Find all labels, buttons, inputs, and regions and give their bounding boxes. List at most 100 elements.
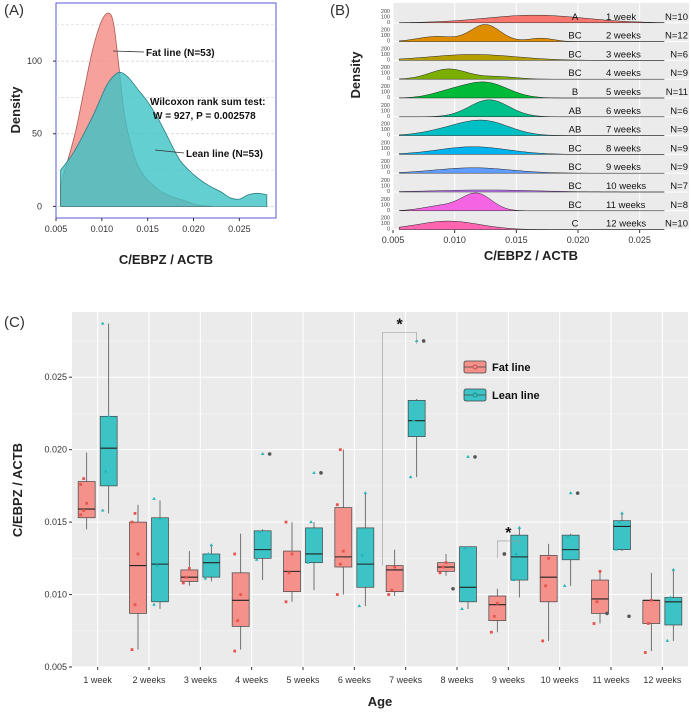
ridge-density — [398, 81, 665, 99]
panel-c-y-tick-label: 0.020 — [44, 445, 67, 455]
ridge-y-tick: 100 — [381, 14, 390, 20]
data-point — [341, 549, 345, 553]
data-point — [444, 561, 448, 565]
ridge-y-tick: 200 — [381, 65, 390, 71]
data-point — [152, 496, 156, 500]
data-point — [152, 602, 156, 606]
ridge-age-label: 12 weeks — [606, 219, 646, 230]
panel-a-x-tick-label: 0.015 — [136, 224, 159, 234]
density-lean — [60, 71, 268, 207]
ridge-y-tick: 100 — [381, 221, 390, 227]
lean-leader-line — [154, 149, 185, 154]
panel-c-x-ticks: 1 week 2 weeks 3 weeks 4 weeks 5 weeks 6 week… — [83, 667, 682, 685]
ridge-group-letter: AB — [569, 125, 582, 136]
ridge-y-tick: 0 — [387, 76, 390, 82]
lean-box-12 — [664, 567, 683, 642]
data-point — [357, 604, 362, 608]
box-body — [510, 534, 529, 581]
fat-box-8 — [437, 553, 455, 591]
ridge-y-tick: 0 — [387, 208, 390, 214]
data-point — [284, 520, 288, 524]
data-point — [562, 583, 567, 587]
data-point — [614, 547, 618, 551]
lean-box-4 — [253, 452, 272, 581]
lean-box-11 — [613, 511, 631, 619]
data-point — [85, 501, 89, 505]
data-point — [393, 565, 397, 569]
box-body — [561, 534, 580, 561]
data-point — [671, 567, 676, 571]
box-body — [642, 599, 661, 624]
panel-c-plot-area — [72, 312, 688, 667]
panel-a-y-tick-label: 0 — [37, 201, 42, 211]
lean-box-5 — [305, 470, 323, 591]
ridge-group-letter: BC — [568, 181, 581, 192]
data-point — [363, 491, 368, 495]
data-point — [106, 414, 111, 418]
panel-b-x-tick-label: 0.020 — [567, 235, 590, 245]
significance-brackets: ** — [382, 316, 520, 566]
panel-a: (A) 0.005 0.010 0.015 0.020 0.025 0 50 100 Fat… — [4, 2, 277, 267]
ridge-density — [398, 146, 665, 155]
panel-b-x-title: C/EBPZ / ACTB — [484, 248, 578, 263]
ridge-n-label: N=9 — [670, 162, 688, 173]
ridge-y-tick: 200 — [381, 103, 390, 109]
data-point — [595, 600, 599, 604]
ridge-n-label: N=9 — [670, 143, 688, 154]
ridge-n-label: N=6 — [670, 106, 688, 117]
ridge-y-tick: 200 — [381, 178, 390, 184]
fat-box-3 — [180, 551, 199, 586]
panel-b-label: (B) — [330, 2, 350, 19]
panel-c-y-title: C/EBPZ / ACTB — [10, 443, 25, 537]
panel-c-x-tick-label: 5 weeks — [286, 675, 320, 685]
ridge-density — [398, 192, 665, 212]
data-point — [514, 551, 519, 555]
ridge-density — [398, 14, 665, 24]
fat-box-5 — [283, 520, 301, 604]
panel-c-x-tick-label: 8 weeks — [440, 675, 474, 685]
ridge-y-tick: 0 — [387, 151, 390, 157]
data-point — [338, 562, 342, 566]
ridge-y-tick: 0 — [387, 57, 390, 63]
panel-b-x-tick-label: 0.015 — [505, 235, 528, 245]
data-point — [155, 563, 159, 567]
ridge-age-label: 10 weeks — [606, 181, 646, 192]
data-point — [257, 530, 262, 534]
ridge-y-tick: 0 — [387, 114, 390, 120]
fat-box-6 — [334, 448, 353, 596]
data-point — [547, 556, 551, 560]
ridge-age-label: 5 weeks — [606, 87, 641, 98]
ridge-y-tick: 200 — [381, 9, 390, 15]
panel-a-x-tick-label: 0.010 — [91, 224, 114, 234]
box-outlier — [575, 491, 580, 495]
significance-star: * — [397, 316, 404, 333]
ridge-n-label: N=10 — [665, 12, 688, 23]
fat-box-1 — [77, 452, 96, 530]
bracket-line — [497, 540, 520, 559]
box-body — [99, 415, 118, 487]
data-point — [335, 503, 339, 507]
panel-c-legend: Fat line Lean line — [463, 360, 540, 402]
data-point — [338, 448, 342, 452]
panel-b-x-tick-label: 0.025 — [628, 235, 651, 245]
panel-c-x-tick-label: 6 weeks — [338, 675, 372, 685]
wilcoxon-title: Wilcoxon rank sum test: — [150, 97, 266, 108]
data-point — [408, 475, 413, 479]
ridge-n-label: N=8 — [670, 200, 688, 211]
lean-box-8 — [459, 454, 477, 611]
ridge-n-label: N=9 — [670, 125, 688, 136]
data-point — [649, 598, 653, 602]
data-point — [643, 651, 647, 654]
data-point — [438, 571, 442, 575]
lean-box-3 — [202, 543, 221, 582]
data-point — [79, 513, 83, 517]
ridge-group-letter: BC — [568, 162, 581, 173]
data-point — [136, 552, 140, 556]
ridge-y-tick: 200 — [381, 159, 390, 165]
data-point — [489, 630, 493, 634]
box-body — [356, 527, 375, 588]
panel-c-gridlines — [72, 312, 688, 668]
